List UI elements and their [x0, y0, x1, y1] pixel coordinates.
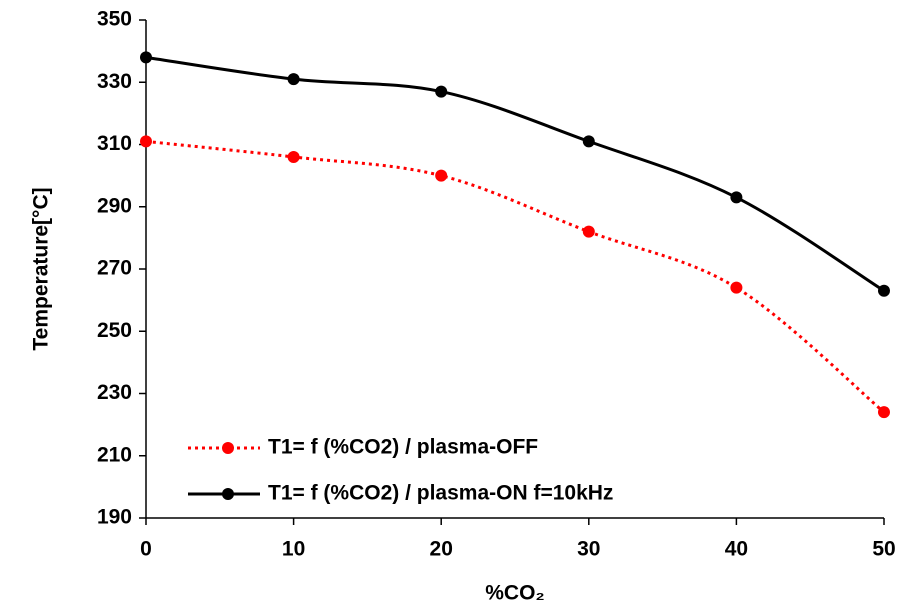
x-tick-label: 40: [725, 538, 748, 561]
series-line: [145, 55, 885, 293]
legend-marker: [222, 488, 234, 500]
data-point: [730, 191, 743, 204]
x-tick-label: 50: [872, 538, 895, 561]
data-point: [878, 284, 890, 297]
y-axis-title: Temperature[°C]: [30, 187, 53, 350]
data-point: [287, 150, 300, 163]
x-tick-label: 0: [140, 538, 152, 561]
y-tick-label: 270: [97, 257, 132, 280]
data-point: [140, 51, 152, 64]
data-point: [435, 169, 448, 182]
data-point: [730, 281, 743, 294]
y-tick-label: 230: [97, 381, 132, 404]
data-point: [582, 225, 595, 238]
y-tick-label: 250: [97, 319, 132, 342]
x-tick-label: 20: [430, 538, 453, 561]
y-tick-label: 290: [97, 194, 132, 217]
legend-marker: [222, 442, 234, 454]
data-point: [435, 85, 448, 98]
data-point: [140, 135, 152, 148]
series-line: [145, 139, 885, 414]
data-point: [878, 406, 890, 419]
x-axis-title: %CO₂: [485, 582, 545, 605]
x-tick-label: 10: [282, 538, 305, 561]
y-tick-label: 190: [97, 506, 132, 529]
y-tick-label: 310: [97, 132, 132, 155]
x-tick-label: 30: [577, 538, 600, 561]
data-point: [287, 73, 300, 86]
data-point: [582, 135, 595, 148]
y-tick-label: 350: [97, 8, 132, 31]
y-tick-label: 330: [97, 70, 132, 93]
legend-label: T1= f (%CO2) / plasma-ON f=10kHz: [268, 482, 613, 505]
y-tick-label: 210: [97, 443, 132, 466]
legend-label: T1= f (%CO2) / plasma-OFF: [268, 436, 538, 459]
